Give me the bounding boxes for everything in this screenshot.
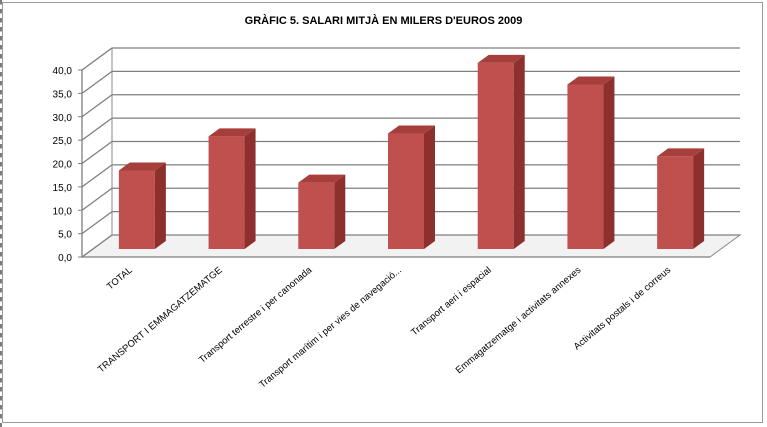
gridline-depth	[81, 117, 113, 141]
bar-front	[208, 136, 245, 249]
bar-side	[334, 174, 346, 249]
bar-front	[388, 133, 424, 249]
x-tick-label: Transport marítim i per vies de navegaci…	[257, 265, 404, 391]
y-tick-label: 15,0	[53, 183, 73, 194]
bar-front	[298, 182, 335, 249]
y-tick-label: 5,0	[58, 230, 72, 241]
gridline-depth	[81, 94, 113, 118]
y-tick-label: 10,0	[53, 206, 73, 217]
gridline-depth	[81, 140, 113, 165]
gridline-depth	[81, 187, 113, 211]
bar	[477, 54, 525, 250]
bars	[118, 54, 705, 250]
x-tick-label: Activitats postals i de correus	[572, 265, 674, 353]
bar-side	[244, 128, 256, 249]
x-tick-label: Transport aeri i espacial	[409, 265, 493, 338]
bar-top	[118, 162, 166, 171]
bar-top	[298, 174, 346, 183]
chart-title: GRÀFIC 5. SALARI MITJÀ EN MILERS D'EUROS…	[244, 15, 523, 27]
bar-side	[693, 148, 705, 249]
y-tick-label: 35,0	[53, 89, 73, 100]
gridline-depth	[81, 164, 113, 188]
gridline-depth	[81, 47, 113, 71]
bar-side	[424, 125, 435, 249]
y-axis-ticks: 0,0 5,0 10,0 15,0 20,0 25,0 30,0 35,0 40,0	[53, 66, 73, 264]
y-tick-label: 40,0	[53, 66, 73, 77]
bar-top	[208, 128, 256, 137]
y-tick-label: 25,0	[53, 136, 73, 147]
gridline-depth	[81, 234, 113, 258]
bar-front	[657, 156, 694, 249]
gridline-depth	[81, 70, 113, 94]
bar-side	[603, 76, 615, 249]
bar	[298, 174, 346, 249]
sheet-edge-marks	[0, 0, 2, 427]
y-tick-label: 30,0	[53, 113, 73, 124]
y-tick-label: 20,0	[53, 160, 73, 171]
bar	[567, 76, 615, 249]
bar	[388, 125, 435, 249]
bar	[118, 162, 166, 249]
bar-top	[657, 148, 705, 157]
bar-front	[477, 62, 514, 250]
bar-side	[154, 162, 166, 249]
bar-top	[477, 54, 525, 63]
gridline-depth	[81, 211, 113, 235]
bar-front	[118, 170, 155, 249]
bar	[657, 148, 705, 249]
bar-top	[567, 76, 615, 85]
bar-front	[567, 84, 604, 249]
bar-top	[388, 125, 435, 134]
bar-side	[513, 54, 525, 250]
bar	[208, 128, 256, 249]
x-tick-label: TOTAL	[105, 265, 135, 293]
y-tick-label: 0,0	[58, 253, 72, 264]
